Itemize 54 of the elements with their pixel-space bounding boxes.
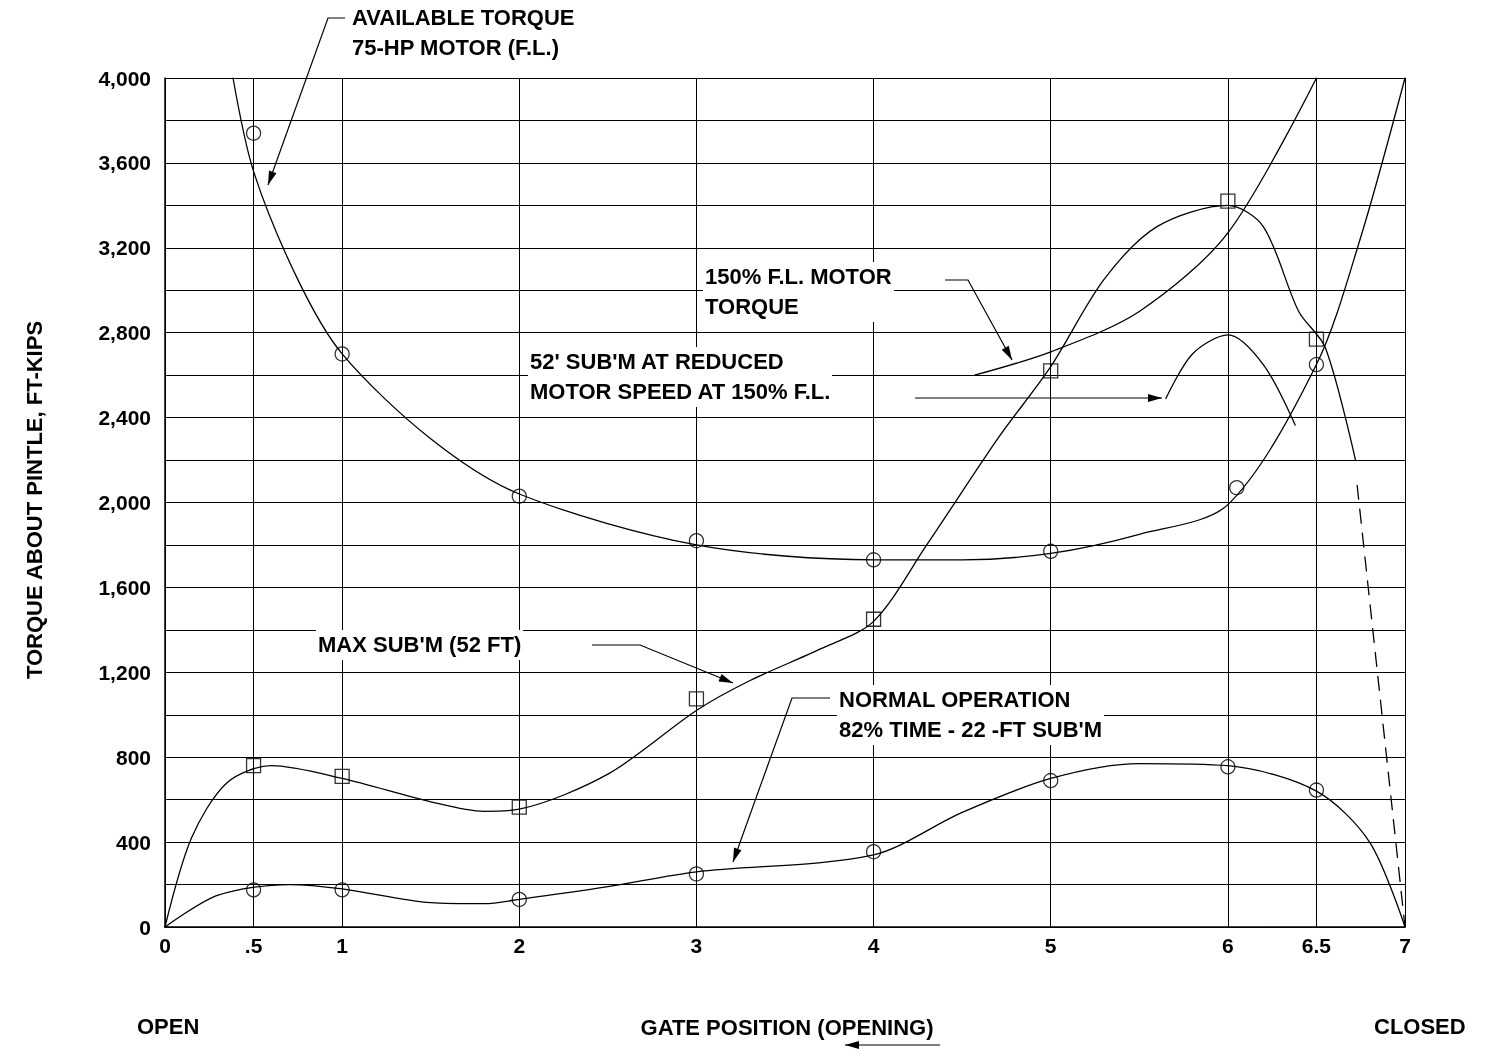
text: CLOSED xyxy=(1372,1012,1468,1042)
point xyxy=(511,891,527,908)
point xyxy=(334,768,350,784)
point xyxy=(688,691,705,707)
point xyxy=(245,758,262,774)
x-tick-label: 6 xyxy=(1222,934,1234,957)
y-tick-label: 3,200 xyxy=(98,236,151,260)
x-tick-label: 3 xyxy=(690,934,703,957)
point xyxy=(1308,356,1325,373)
point xyxy=(245,125,262,141)
y-tick-label: 2,800 xyxy=(98,321,151,345)
x-tick-label: 1 xyxy=(336,934,349,957)
point xyxy=(1043,363,1059,379)
x-tick-label: 0 xyxy=(159,934,171,957)
y-tick-label: 400 xyxy=(115,830,151,854)
point xyxy=(245,882,262,898)
point xyxy=(688,866,705,882)
point xyxy=(334,882,350,898)
y-tick-label: 3,600 xyxy=(98,151,151,175)
x-tick-label: 7 xyxy=(1399,934,1411,957)
point xyxy=(865,844,882,860)
text: AVAILABLE TORQUE 75-HP MOTOR (F.L.) xyxy=(350,3,577,63)
y-tick-label: 0 xyxy=(139,915,151,939)
point xyxy=(1308,331,1325,347)
x-tick-label: 5 xyxy=(1044,934,1057,957)
point xyxy=(511,488,527,504)
annotation: 52' SUB'M AT REDUCED MOTOR SPEED AT 150% F.L. xyxy=(528,347,833,407)
point xyxy=(511,799,527,815)
point xyxy=(1220,759,1236,775)
annotation: MAX SUB'M (52 FT) xyxy=(316,630,524,660)
x-tick-label: 6.5 xyxy=(1301,934,1332,957)
point xyxy=(865,552,882,568)
point xyxy=(334,346,350,362)
point xyxy=(1043,772,1059,789)
y-tick-label: 2,000 xyxy=(98,491,151,514)
y-tick-label: 4,000 xyxy=(98,66,151,90)
annotation: 150% F.L. MOTOR TORQUE xyxy=(703,262,894,322)
point xyxy=(1043,543,1059,559)
point xyxy=(1308,782,1325,798)
y-tick-label: 2,400 xyxy=(98,406,151,430)
point xyxy=(865,611,882,627)
x-tick-label: 4 xyxy=(867,934,880,957)
x-axis-title: GATE POSITION (OPENING) xyxy=(640,1014,934,1040)
y-axis-title: TORQUE ABOUT PINTLE, FT-KIPS xyxy=(21,320,47,680)
point xyxy=(1229,480,1245,496)
y-tick-label: 1,600 xyxy=(98,575,151,599)
text: OPEN xyxy=(135,1012,202,1042)
y-tick-label: 800 xyxy=(115,745,151,769)
x-tick-label: 2 xyxy=(513,934,526,957)
point xyxy=(688,533,705,549)
x-tick-label: .5 xyxy=(244,934,263,957)
y-tick-label: 1,200 xyxy=(98,660,151,684)
point xyxy=(1220,193,1236,209)
annotation: NORMAL OPERATION 82% TIME - 22 -FT SUB'M xyxy=(837,685,1105,745)
